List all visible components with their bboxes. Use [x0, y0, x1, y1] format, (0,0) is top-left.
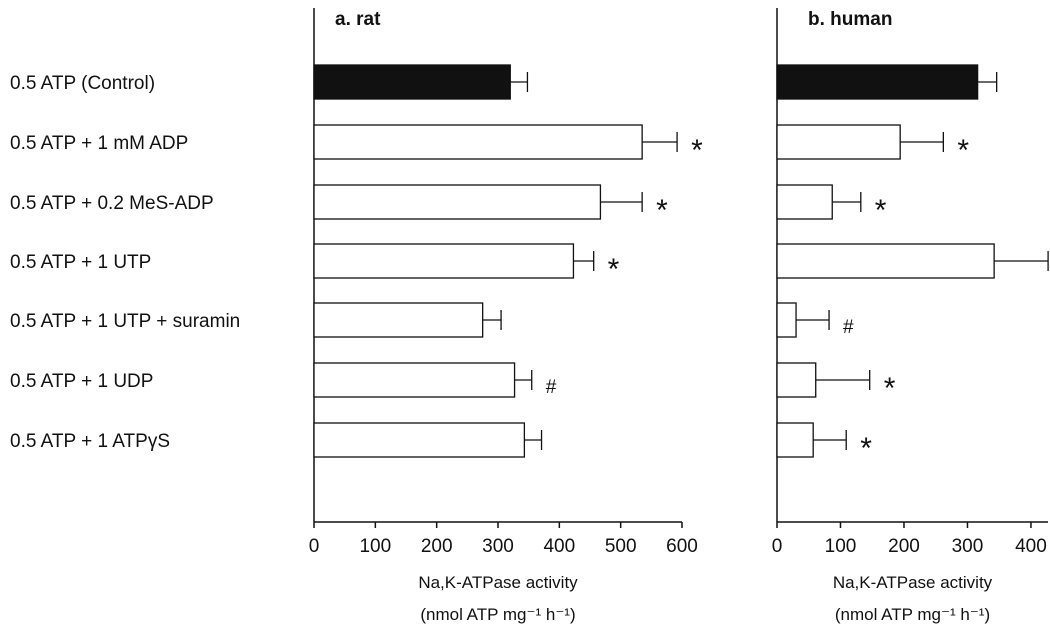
x-axis-unit: (nmol ATP mg⁻¹ h⁻¹): [420, 605, 575, 624]
x-axis-title: Na,K-ATPase activity: [418, 573, 578, 592]
significance-star: *: [656, 194, 668, 227]
category-label: 0.5 ATP + 1 ATPγS: [10, 431, 170, 452]
x-tick-label: 200: [888, 536, 920, 557]
bar-human-0: [776, 64, 979, 100]
bar-human-4: [776, 302, 797, 338]
x-tick-label: 400: [1015, 536, 1047, 557]
category-label: 0.5 ATP + 0.2 MeS-ADP: [10, 193, 214, 214]
significance-hash: #: [843, 317, 854, 338]
significance-star: *: [691, 134, 703, 167]
category-label: 0.5 ATP + 1 UTP + suramin: [10, 311, 240, 332]
category-label: 0.5 ATP (Control): [10, 73, 155, 94]
x-tick-label: 300: [952, 536, 984, 557]
x-axis-title: Na,K-ATPase activity: [833, 573, 993, 592]
significance-star: *: [884, 372, 896, 405]
panel-human: b. human 0 100 200 300 400 * * # * * Na,K-ATPase a…: [772, 8, 1049, 624]
bar-human-5: [776, 362, 817, 398]
x-tick-label: 0: [309, 536, 320, 557]
bar-rat-1: [313, 124, 643, 160]
bar-rat-5: [313, 362, 516, 398]
bar-rat-3: [313, 243, 575, 279]
x-tick-label: 100: [359, 536, 391, 557]
x-axis-unit: (nmol ATP mg⁻¹ h⁻¹): [835, 605, 990, 624]
category-labels: 0.5 ATP (Control) 0.5 ATP + 1 mM ADP 0.5 A…: [10, 73, 240, 452]
bar-human-6: [776, 422, 814, 458]
bar-rat-6: [313, 422, 526, 458]
category-label: 0.5 ATP + 1 UDP: [10, 371, 153, 392]
significance-star: *: [875, 194, 887, 227]
x-tick-label: 0: [772, 536, 783, 557]
category-label: 0.5 ATP + 1 mM ADP: [10, 133, 188, 154]
bar-rat-4: [313, 302, 484, 338]
significance-star: *: [860, 432, 872, 465]
panel-title-human: b. human: [808, 9, 892, 30]
x-tick-label: 600: [666, 536, 698, 557]
x-tick-label: 500: [605, 536, 637, 557]
significance-hash: #: [546, 377, 557, 398]
x-tick-label: 100: [825, 536, 857, 557]
x-tick-label: 300: [482, 536, 514, 557]
bar-human-1: [776, 124, 901, 160]
x-tick-label: 400: [543, 536, 575, 557]
significance-star: *: [608, 253, 620, 286]
panel-title-rat: a. rat: [335, 9, 381, 30]
bar-rat-0: [313, 64, 511, 100]
category-label: 0.5 ATP + 1 UTP: [10, 252, 151, 273]
bar-rat-2: [313, 184, 602, 220]
bar-human-2: [776, 184, 833, 220]
x-tick-label: 200: [421, 536, 453, 557]
panel-rat: a. rat 0 100 200 300 400 500 600 * * * # Na,K-ATPas…: [309, 8, 703, 624]
bar-human-3: [776, 243, 995, 279]
significance-star: *: [957, 134, 969, 167]
